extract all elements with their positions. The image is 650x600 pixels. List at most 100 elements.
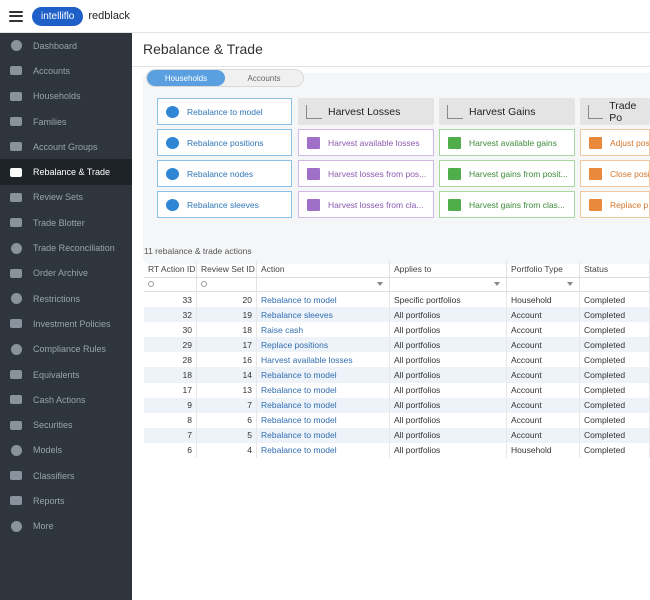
sidebar-item-reports[interactable]: Reports (0, 488, 132, 513)
filter-portfolio-type[interactable] (507, 278, 580, 291)
tab-households[interactable]: Households (147, 70, 225, 86)
harvest-available-losses-card[interactable]: Harvest available losses (298, 129, 434, 156)
rebalance-to-model-card[interactable]: Rebalance to model (157, 98, 292, 125)
harvest-losses-from-positions-card[interactable]: Harvest losses from pos... (298, 160, 434, 187)
close-positions-card[interactable]: Close posi (580, 160, 650, 187)
chart-up-icon (448, 136, 461, 149)
pie-chart-icon (9, 444, 23, 456)
policy-icon (9, 318, 23, 329)
rebalance-positions-card[interactable]: Rebalance positions (157, 129, 292, 156)
positions-icon (166, 136, 179, 149)
accounts-icon (9, 65, 23, 76)
pie-chart-icon (166, 198, 179, 211)
sidebar-item-equivalents[interactable]: Equivalents (0, 362, 132, 387)
compliance-icon (9, 343, 23, 355)
table-row[interactable]: 32 19 Rebalance sleeves All portfolios Accou… (144, 307, 650, 323)
restriction-icon (9, 293, 23, 305)
title-divider (132, 66, 650, 67)
sidebar-item-compliance-rules[interactable]: Compliance Rules (0, 337, 132, 362)
table-row[interactable]: 30 18 Raise cash All portfolios Account Compl… (144, 322, 650, 338)
sidebar: Dashboard Accounts Households Families A… (0, 33, 132, 600)
sidebar-item-cash-actions[interactable]: Cash Actions (0, 387, 132, 412)
swap-icon (589, 198, 602, 211)
col-rt-action-id[interactable]: RT Action ID (144, 261, 197, 277)
sidebar-item-account-groups[interactable]: Account Groups (0, 134, 132, 159)
filter-row (144, 278, 650, 292)
cash-icon (9, 394, 23, 405)
adjust-icon (589, 136, 602, 149)
sidebar-item-classifiers[interactable]: Classifiers (0, 463, 132, 488)
sidebar-item-rebalance-trade[interactable]: Rebalance & Trade (0, 159, 132, 185)
more-icon (9, 520, 23, 532)
rebalance-nodes-card[interactable]: Rebalance nodes (157, 160, 292, 187)
table-row[interactable]: 28 16 Harvest available losses All portfoli… (144, 352, 650, 368)
table-row[interactable]: 29 17 Replace positions All portfolios Accou… (144, 337, 650, 353)
sidebar-item-restrictions[interactable]: Restrictions (0, 286, 132, 311)
search-icon (148, 281, 154, 287)
col-portfolio-type[interactable]: Portfolio Type (507, 261, 580, 277)
rebalance-sleeves-card[interactable]: Rebalance sleeves (157, 191, 292, 218)
sidebar-item-order-archive[interactable]: Order Archive (0, 261, 132, 286)
grid-icon (9, 470, 23, 481)
archive-icon (9, 268, 23, 279)
sidebar-item-accounts[interactable]: Accounts (0, 58, 132, 83)
harvest-available-gains-card[interactable]: Harvest available gains (439, 129, 575, 156)
sidebar-item-trade-blotter[interactable]: Trade Blotter (0, 210, 132, 235)
sidebar-item-models[interactable]: Models (0, 438, 132, 463)
families-icon (9, 116, 23, 127)
table-row[interactable]: 17 13 Rebalance to model All portfolios Acco… (144, 382, 650, 398)
logo-intelliflo: intelliflo (32, 6, 84, 26)
equivalents-icon (9, 369, 23, 380)
filter-review-set-id[interactable] (197, 278, 257, 291)
table-row[interactable]: 33 20 Rebalance to model Specific portfolio… (144, 292, 650, 308)
col-applies-to[interactable]: Applies to (390, 261, 507, 277)
tab-accounts[interactable]: Accounts (247, 73, 281, 83)
table-row[interactable]: 9 7 Rebalance to model All portfolios Accoun… (144, 397, 650, 413)
chart-up-icon (447, 104, 463, 119)
securities-icon (9, 420, 23, 431)
filter-applies-to[interactable] (390, 278, 507, 291)
adjust-positions-card[interactable]: Adjust pos (580, 129, 650, 156)
filter-action[interactable] (257, 278, 390, 291)
main-content: Rebalance & Trade Households Accounts Ha… (132, 33, 650, 600)
sidebar-item-dashboard[interactable]: Dashboard (0, 33, 132, 58)
table-row[interactable]: 18 14 Rebalance to model All portfolios Acco… (144, 367, 650, 383)
table-body: 33 20 Rebalance to model Specific portfolio… (144, 292, 650, 459)
page-title: Rebalance & Trade (143, 41, 263, 57)
list-icon (588, 104, 604, 119)
harvest-gains-from-positions-card[interactable]: Harvest gains from posit... (439, 160, 575, 187)
sidebar-item-review-sets[interactable]: Review Sets (0, 185, 132, 210)
actions-count: 11 rebalance & trade actions (144, 246, 252, 256)
replace-positions-card[interactable]: Replace p (580, 191, 650, 218)
table-row[interactable]: 7 5 Rebalance to model All portfolios Accoun… (144, 427, 650, 443)
table-header: RT Action ID Review Set ID Action Applie… (144, 261, 650, 278)
table-row[interactable]: 8 6 Rebalance to model All portfolios Accoun… (144, 412, 650, 428)
col-status[interactable]: Status (580, 261, 650, 277)
check-circle-icon (9, 242, 23, 254)
top-bar: intelliflo redblack (0, 0, 650, 33)
dashboard-icon (9, 40, 23, 52)
table-row[interactable]: 6 4 Rebalance to model All portfolios Househ… (144, 442, 650, 459)
chart-down-icon (307, 136, 320, 149)
chevron-down-icon (377, 282, 383, 286)
col-review-set-id[interactable]: Review Set ID (197, 261, 257, 277)
sidebar-item-more[interactable]: More (0, 514, 132, 539)
harvest-gains-from-classes-card[interactable]: Harvest gains from clas... (439, 191, 575, 218)
sidebar-item-trade-reconciliation[interactable]: Trade Reconciliation (0, 235, 132, 260)
hamburger-menu-icon[interactable] (9, 10, 23, 22)
account-groups-icon (9, 141, 23, 152)
sidebar-item-investment-policies[interactable]: Investment Policies (0, 311, 132, 336)
chevron-down-icon (567, 282, 573, 286)
harvest-losses-header: Harvest Losses (298, 98, 434, 125)
sidebar-item-households[interactable]: Households (0, 84, 132, 109)
chart-down-icon (307, 167, 320, 180)
filter-rt-action-id[interactable] (144, 278, 197, 291)
review-sets-icon (9, 192, 23, 203)
pie-chart-icon (166, 105, 179, 118)
portfolio-type-toggle: Households Accounts (146, 69, 304, 87)
col-action[interactable]: Action (257, 261, 390, 277)
sidebar-item-securities[interactable]: Securities (0, 412, 132, 437)
filter-status[interactable] (580, 278, 650, 291)
harvest-losses-from-classes-card[interactable]: Harvest losses from cla... (298, 191, 434, 218)
sidebar-item-families[interactable]: Families (0, 109, 132, 134)
